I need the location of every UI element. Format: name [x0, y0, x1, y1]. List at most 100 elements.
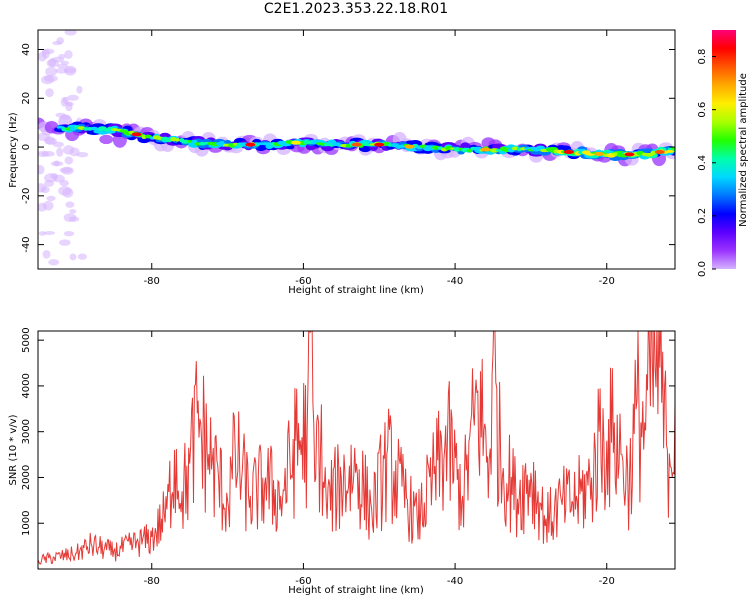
spectrogram-cell — [45, 66, 58, 77]
spectrogram-cell — [99, 134, 114, 145]
spectrogram-cell — [42, 48, 55, 55]
spectrogram-cell — [41, 150, 55, 157]
y-tick-label: 3000 — [21, 419, 32, 444]
spectrogram-cell — [473, 146, 483, 151]
spectrogram-cell — [65, 201, 75, 208]
spectrogram-cell — [64, 65, 77, 76]
spectrogram-cell — [191, 139, 198, 144]
spectrogram-cell — [45, 88, 54, 98]
colorbar — [712, 30, 736, 269]
colorbar-label: Normalized spectral amplitude — [738, 73, 749, 227]
x-tick-label: -40 — [447, 276, 463, 287]
snr-y-ticks: 1000 2000 3000 4000 5000 — [21, 327, 675, 536]
spectrogram-cell — [654, 149, 665, 154]
spectrogram-cell — [480, 147, 491, 152]
y-tick-label: 5000 — [21, 327, 32, 352]
colorbar-tick-label: 0.6 — [697, 102, 708, 118]
spectrogram-x-ticks: -80 -60 -40 -20 — [144, 30, 615, 287]
x-tick-label: -40 — [447, 576, 463, 587]
snr-plot-area — [38, 331, 675, 565]
spectrogram-cell — [45, 137, 57, 145]
spectrogram-y-axis-label: Frequency (Hz) — [8, 112, 19, 188]
x-tick-label: -60 — [295, 276, 311, 287]
spectrogram-cell — [69, 209, 77, 214]
spectrogram-cell — [665, 150, 675, 153]
spectrogram-cell — [495, 149, 502, 152]
spectrogram-x-axis-label: Height of straight line (km) — [288, 285, 424, 296]
spectrogram-cell — [58, 54, 66, 59]
spectrogram-y-ticks: -40 -20 0 20 40 — [21, 43, 675, 253]
spectrogram-cell — [63, 213, 77, 223]
snr-frame — [37, 330, 676, 570]
x-tick-label: -20 — [599, 276, 615, 287]
spectrogram-cell — [64, 156, 74, 165]
spectrogram-cell — [43, 230, 56, 236]
spectrogram-cell — [62, 145, 75, 155]
spectrogram-cell — [69, 253, 77, 261]
spectrogram-cell — [131, 132, 142, 137]
colorbar-tick-label: 0.8 — [697, 49, 708, 65]
spectrogram-cell — [59, 167, 73, 173]
spectrogram-cell — [42, 249, 51, 259]
spectrogram-cell — [55, 67, 68, 74]
spectrogram-cell — [490, 148, 499, 153]
spectrogram-cell — [38, 183, 47, 193]
spectrogram-cell — [170, 137, 177, 142]
spectrogram-cell — [60, 60, 70, 65]
spectrogram-cell — [59, 179, 69, 187]
spectrogram-cell — [38, 231, 46, 236]
y-tick-label: -20 — [21, 188, 32, 204]
spectrogram-cell — [58, 186, 72, 196]
spectrogram-cell — [466, 149, 473, 153]
spectrogram-frame — [37, 29, 676, 270]
spectrogram-cell — [245, 142, 256, 147]
x-tick-label: -80 — [144, 276, 160, 287]
snr-x-ticks: -80 -60 -40 -20 — [144, 331, 615, 587]
spectrogram-cell — [624, 152, 635, 157]
spectrogram-cell — [46, 195, 56, 202]
spectrogram-cell — [174, 138, 181, 142]
spectrogram-cell — [48, 259, 60, 266]
snr-y-axis-label: SNR (10 * v/v) — [8, 414, 19, 485]
spectrogram-cell — [59, 239, 71, 246]
spectrogram-cell — [53, 160, 60, 167]
colorbar-tick-label: 0.2 — [697, 208, 708, 224]
spectrogram-cell — [671, 147, 675, 151]
y-tick-label: 40 — [21, 43, 32, 56]
spectrogram-cell — [38, 164, 45, 175]
colorbar-ticks: 0.0 0.2 0.4 0.6 0.8 — [697, 49, 716, 277]
spectrogram-cell — [404, 144, 415, 149]
x-tick-label: -80 — [144, 576, 160, 587]
y-tick-label: -40 — [21, 236, 32, 252]
y-tick-label: 20 — [21, 92, 32, 105]
spectrogram-cell — [64, 30, 77, 36]
spectrogram-cell — [64, 50, 73, 59]
colorbar-tick-label: 0.4 — [697, 155, 708, 171]
spectrogram-cell — [290, 140, 301, 145]
y-tick-label: 4000 — [21, 373, 32, 398]
spectrogram-cell — [563, 149, 574, 154]
spectrogram-cell — [65, 101, 74, 107]
spectrogram-cell — [76, 85, 83, 94]
y-tick-label: 2000 — [21, 465, 32, 490]
snr-x-axis-label: Height of straight line (km) — [288, 585, 424, 596]
spectrogram-cell — [453, 147, 461, 152]
x-tick-label: -20 — [599, 576, 615, 587]
spectrogram-cell — [56, 147, 64, 157]
spectrogram-cell — [56, 37, 65, 45]
spectrogram-heatmap — [38, 30, 675, 266]
chart-title: C2E1.2023.353.22.18.R01 — [263, 1, 449, 17]
spectrogram-cell — [43, 75, 58, 83]
x-tick-label: -60 — [295, 576, 311, 587]
spectrogram-cell — [594, 151, 605, 156]
spectrogram-cell — [42, 200, 54, 211]
spectrogram-cell — [77, 253, 88, 260]
spectrogram-cell — [83, 127, 89, 131]
snr-series-line — [38, 331, 675, 565]
spectrogram-cell — [67, 94, 79, 101]
spectrogram-cell — [374, 142, 385, 147]
y-tick-label: 0 — [21, 144, 32, 150]
spectrogram-cell — [46, 59, 59, 68]
y-tick-label: 1000 — [21, 511, 32, 536]
